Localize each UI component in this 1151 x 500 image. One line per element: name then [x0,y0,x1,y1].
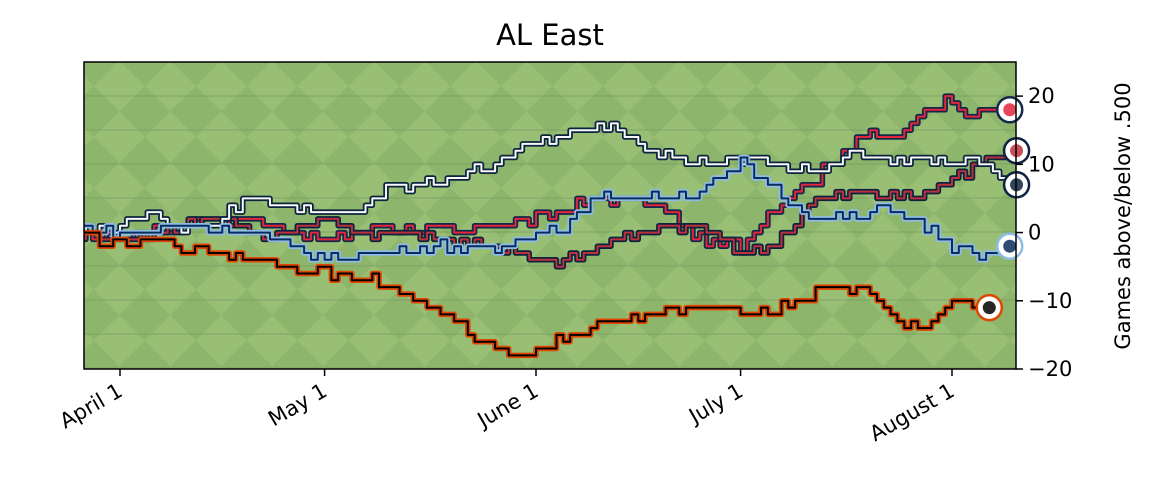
rays-logo-icon [995,232,1024,260]
series-line [84,154,1003,263]
x-tick-label: August 1 [865,379,958,447]
x-tick-label: May 1 [264,379,331,432]
plot-frame [83,61,1017,370]
x-tick-label: April 1 [56,379,127,434]
y-tick-label: 20 [1028,84,1055,108]
y-axis-label: Games above/below .500 [1111,82,1135,349]
series-line [84,120,1010,236]
y-axis: 20 10 0 −10 −20 [1016,84,1072,381]
x-tick-label: June 1 [472,379,543,434]
x-axis: April 1 May 1 June 1 July 1 August 1 [56,369,959,446]
series-line [84,150,1010,270]
series-line-inner [84,150,1008,268]
plot-area [83,61,1031,370]
blue-jays-logo-icon [995,96,1024,124]
y-tick-label: −10 [1028,289,1072,313]
field-stripes [84,95,1016,369]
x-tick-label: July 1 [683,379,747,430]
y-tick-label: 10 [1028,152,1055,176]
orioles-logo-icon [975,293,1004,322]
series-line-inner [84,231,980,357]
y-tick-label: −20 [1028,357,1072,381]
series-line-inner [84,156,1001,261]
series-layer [84,93,1010,359]
y-tick-label: 0 [1028,221,1041,245]
chart-title: AL East [496,18,604,52]
series-line [84,229,980,359]
series-line-inner [84,122,1008,234]
